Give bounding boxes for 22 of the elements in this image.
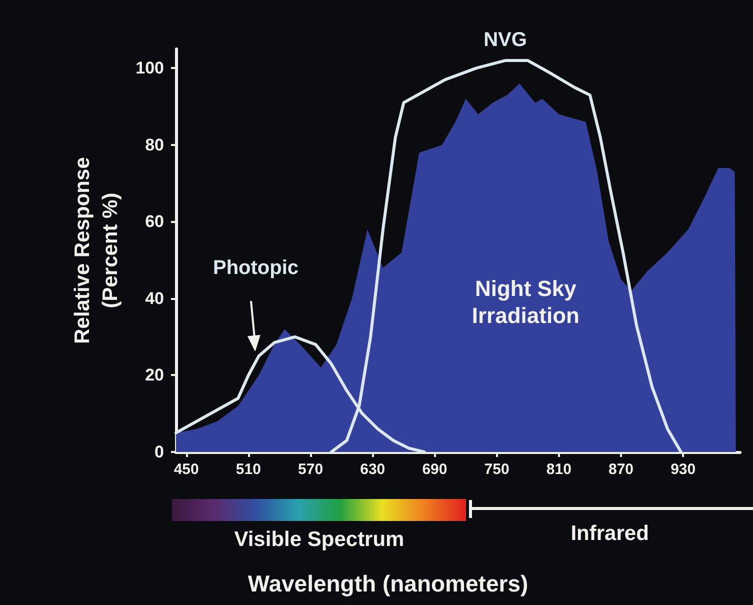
y-tick-label: 0 <box>154 442 164 462</box>
x-axis-title: Wavelength (nanometers) <box>248 570 528 596</box>
x-tick-label: 870 <box>608 461 634 478</box>
x-tick-label: 510 <box>236 461 261 478</box>
x-tick-label: 810 <box>546 461 572 478</box>
y-tick-label: 20 <box>145 366 164 385</box>
text: Visible Spectrum <box>234 528 404 552</box>
x-tick-label: 930 <box>670 461 696 478</box>
x-tick-label: 630 <box>360 461 386 478</box>
x-tick-label: 570 <box>298 461 324 478</box>
y-axis-title: Relative Response (Percent %) <box>71 157 122 344</box>
y-tick-label: 80 <box>145 135 164 154</box>
series-label: NVG <box>484 28 527 52</box>
text: Photopic <box>213 256 299 280</box>
text: Infrared <box>570 522 649 546</box>
y-tick-label: 100 <box>136 58 164 78</box>
y-tick-label: 40 <box>145 288 164 308</box>
y-tick-label: 60 <box>145 212 164 232</box>
x-tick-label: 450 <box>174 461 199 478</box>
series-label: Night Sky Irradiation <box>470 274 580 329</box>
x-tick-label: 690 <box>422 461 448 478</box>
x-tick-label: 750 <box>484 461 510 478</box>
